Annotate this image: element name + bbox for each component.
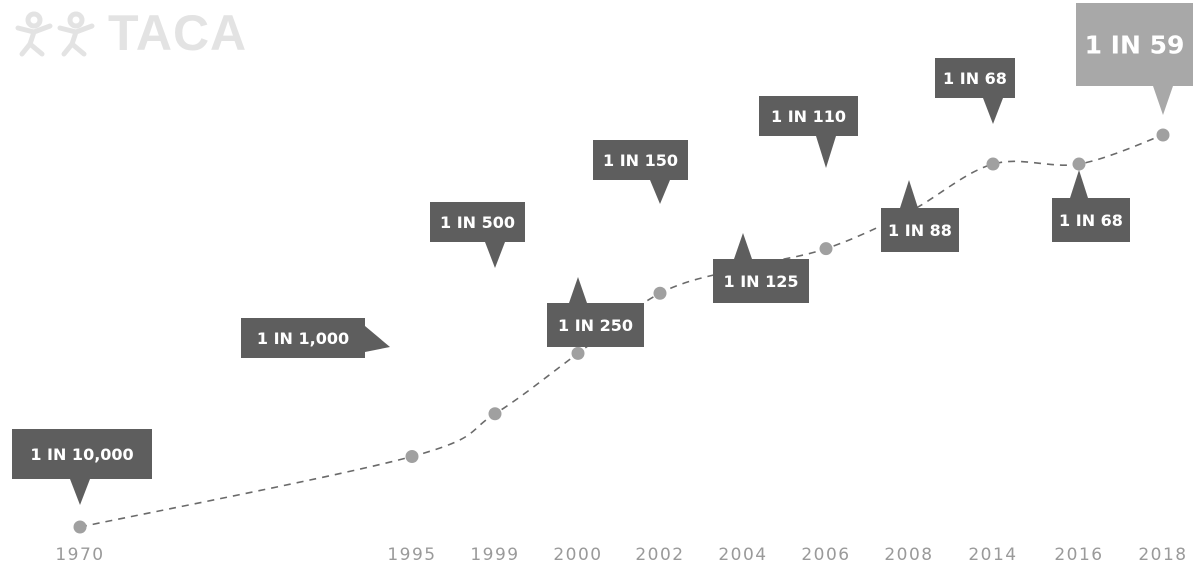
data-point-2006 [819, 242, 833, 256]
year-label-2018: 2018 [1138, 545, 1187, 565]
year-label-2002: 2002 [635, 545, 684, 565]
callout-2014: 1 IN 68 [935, 58, 1015, 124]
callout-pointer [983, 98, 1003, 124]
year-label-1999: 1999 [470, 545, 519, 565]
callout-pointer [569, 277, 587, 303]
callout-2016: 1 IN 68 [1052, 170, 1130, 242]
year-label-1995: 1995 [387, 545, 436, 565]
taca-logo: TACA [12, 8, 247, 58]
data-point-2000 [571, 346, 585, 360]
callout-box [1052, 198, 1130, 242]
callout-box [935, 58, 1015, 98]
year-label-2008: 2008 [884, 545, 933, 565]
callout-box [713, 259, 809, 303]
callout-label: 1 IN 10,000 [30, 445, 133, 464]
data-point-1970 [73, 520, 87, 534]
callout-label: 1 IN 125 [723, 272, 798, 291]
callout-1970: 1 IN 10,000 [12, 429, 152, 505]
callout-label: 1 IN 68 [1059, 211, 1123, 230]
callout-1999: 1 IN 500 [430, 202, 525, 268]
year-label-1970: 1970 [55, 545, 104, 565]
callout-2004: 1 IN 125 [713, 233, 809, 303]
year-label-2004: 2004 [718, 545, 767, 565]
callout-box [241, 318, 365, 358]
two-figures-icon [15, 11, 95, 57]
callout-2008: 1 IN 88 [881, 180, 959, 252]
callout-pointer [1153, 86, 1173, 115]
data-point-1995 [405, 449, 419, 463]
callout-pointer [365, 326, 390, 352]
callout-label: 1 IN 250 [558, 316, 633, 335]
callout-pointer [900, 180, 918, 208]
callout-pointer [1070, 170, 1088, 198]
callout-label: 1 IN 88 [888, 221, 952, 240]
callout-label: 1 IN 68 [943, 69, 1007, 88]
year-label-2006: 2006 [801, 545, 850, 565]
callout-labels: 1 IN 10,000 1 IN 1,000 1 IN 500 1 IN 250 1 I… [12, 3, 1193, 505]
callout-pointer [70, 479, 90, 505]
callout-box [12, 429, 152, 479]
callout-box [1076, 3, 1193, 86]
callout-2006: 1 IN 110 [759, 96, 858, 168]
callout-pointer [485, 242, 505, 268]
callout-pointer [734, 233, 752, 259]
data-point-2018 [1156, 128, 1170, 142]
data-point-2002 [653, 286, 667, 300]
logo-text: TACA [108, 5, 248, 61]
year-label-2014: 2014 [968, 545, 1017, 565]
callout-box [547, 303, 644, 347]
data-point-2014 [986, 157, 1000, 171]
callout-2018: 1 IN 59 [1076, 3, 1193, 115]
data-point-1999 [488, 407, 502, 421]
callout-1995: 1 IN 1,000 [241, 318, 390, 358]
callout-pointer [816, 136, 836, 168]
year-label-2000: 2000 [553, 545, 602, 565]
year-axis-labels: 1970 1995 1999 2000 2002 2004 2006 2008 2014 2016… [55, 545, 1187, 565]
callout-pointer [650, 180, 670, 204]
callout-label: 1 IN 500 [440, 213, 515, 232]
callout-label: 1 IN 1,000 [257, 329, 349, 348]
callout-box [430, 202, 525, 242]
callout-label: 1 IN 110 [771, 107, 846, 126]
callout-2000: 1 IN 250 [547, 277, 644, 347]
callout-2002: 1 IN 150 [593, 140, 688, 204]
callout-box [759, 96, 858, 136]
callout-box [593, 140, 688, 180]
callout-box [881, 208, 959, 252]
data-point-2016 [1072, 157, 1086, 171]
year-label-2016: 2016 [1054, 545, 1103, 565]
callout-label: 1 IN 59 [1085, 31, 1185, 60]
callout-label: 1 IN 150 [603, 151, 678, 170]
